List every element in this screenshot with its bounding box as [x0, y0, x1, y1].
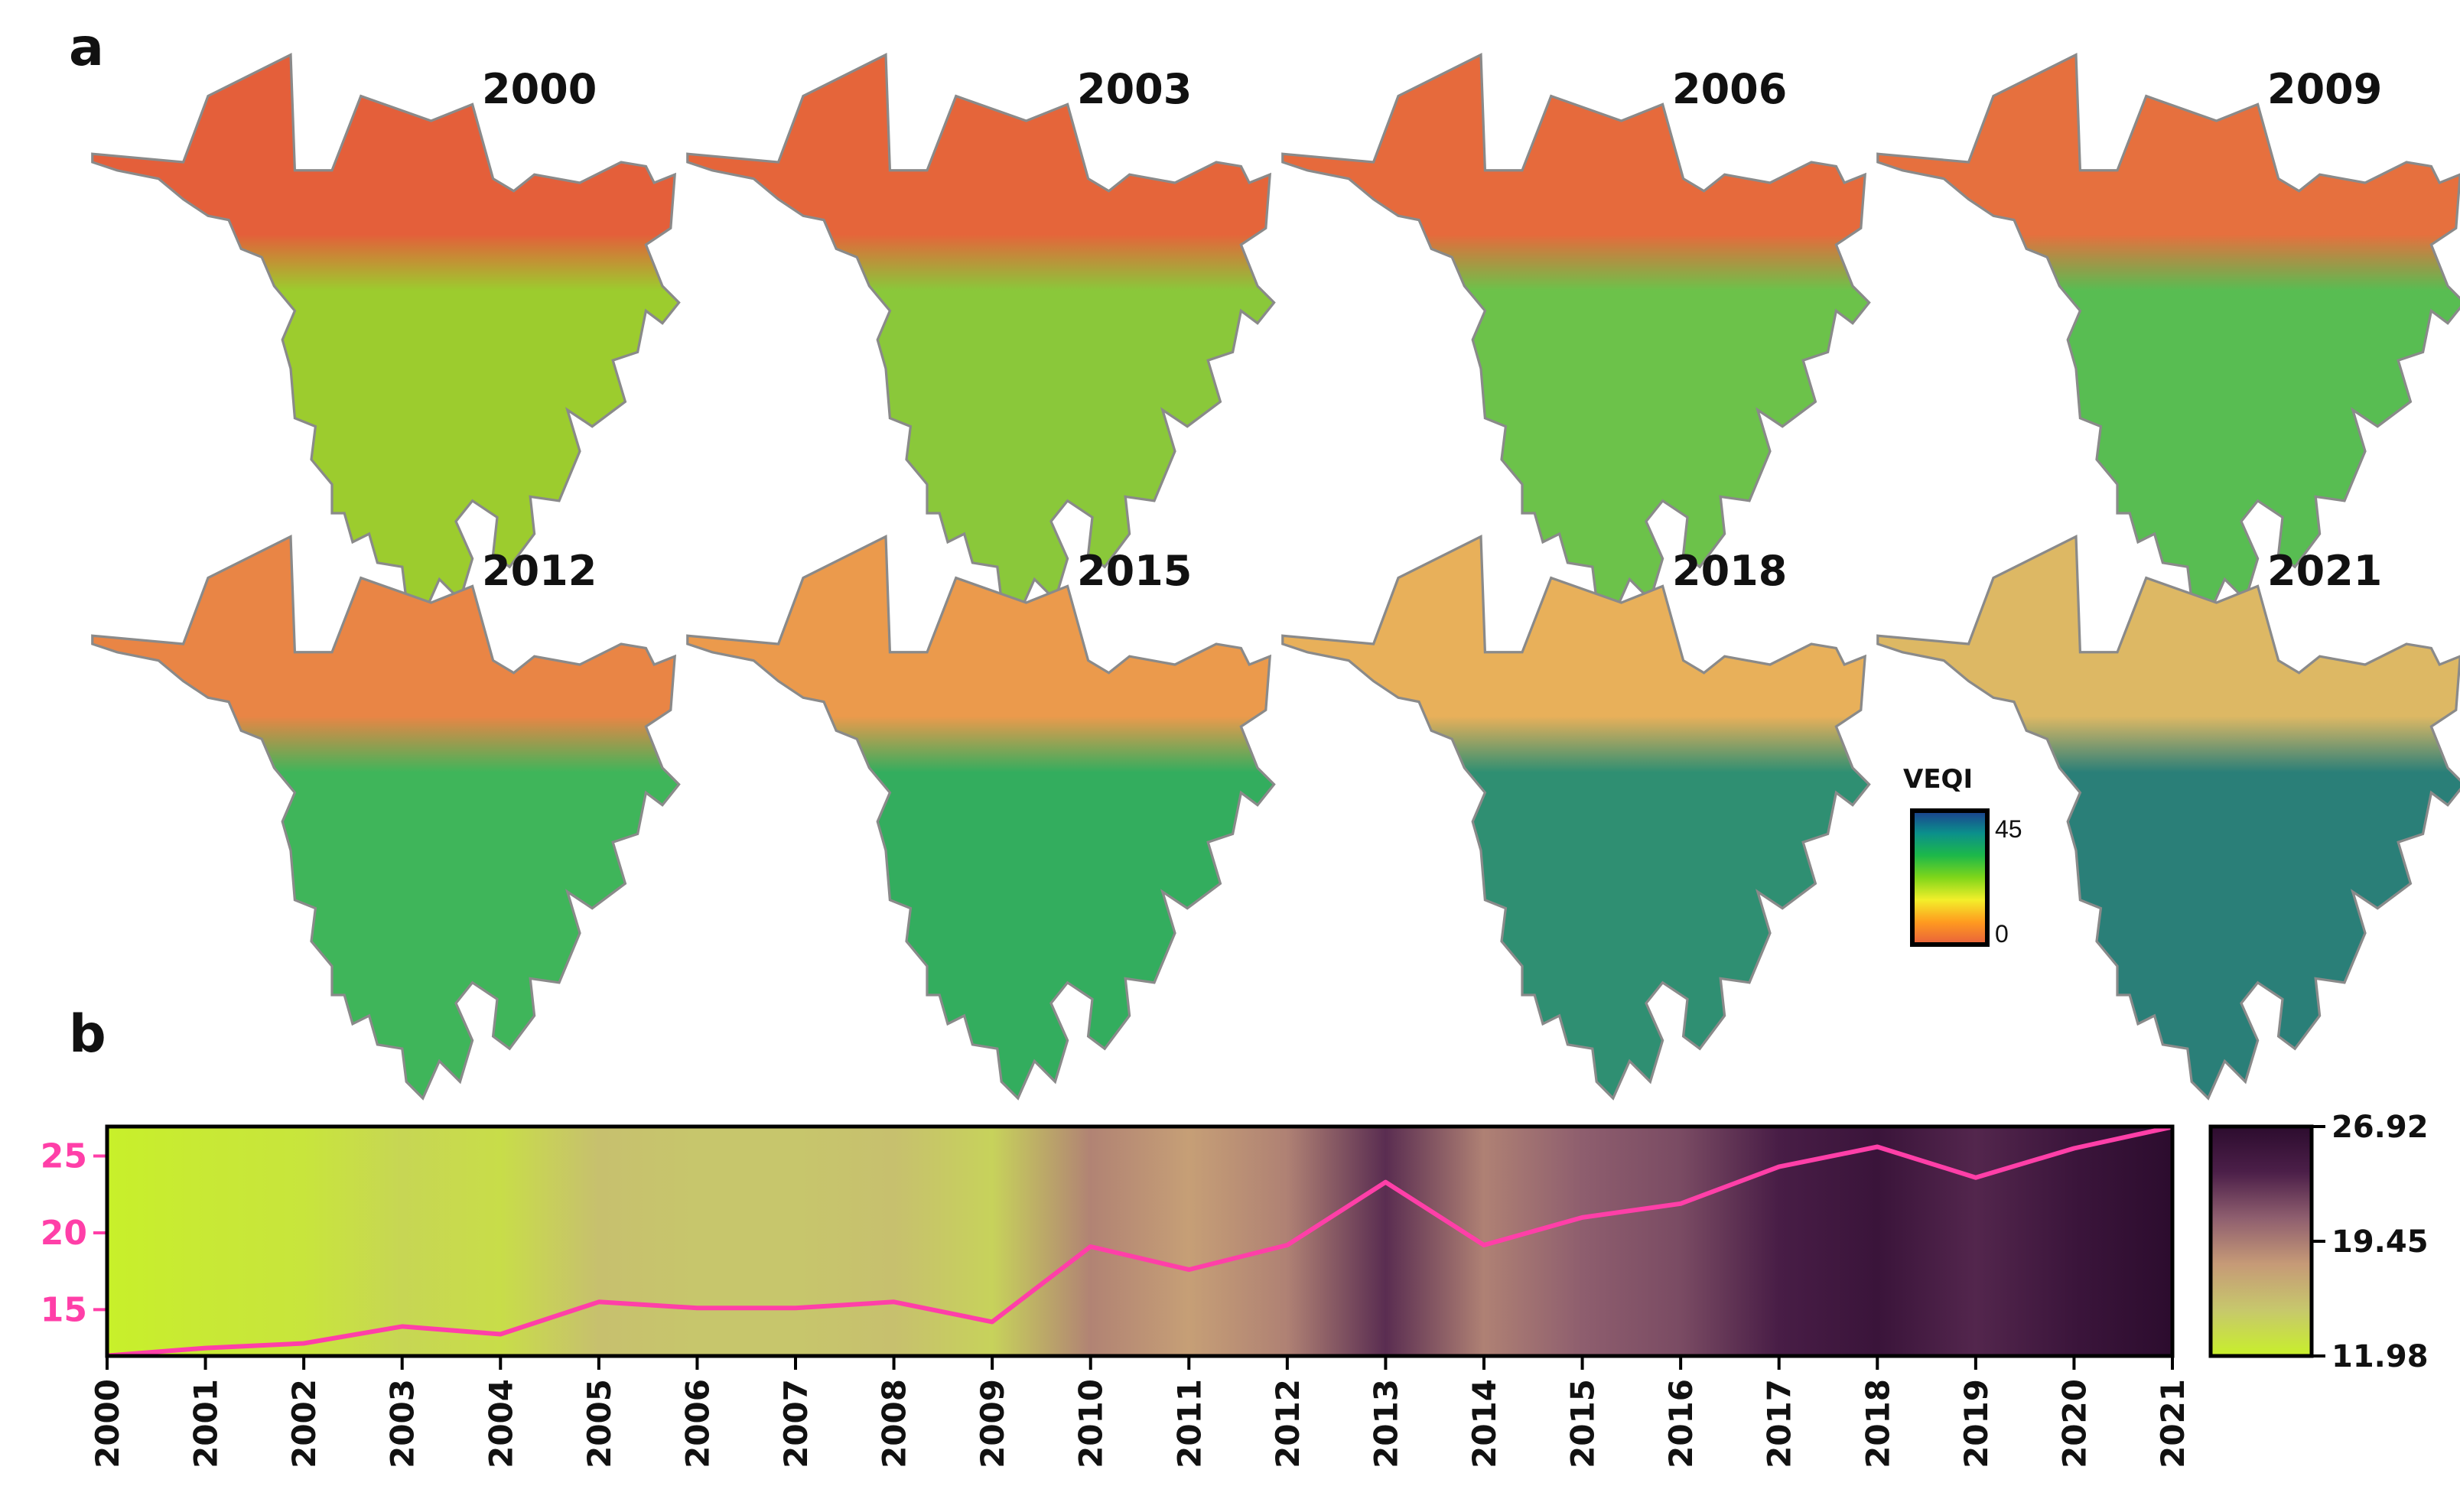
map-year-label: 2006 — [1672, 65, 1787, 113]
x-tick-label: 2013 — [1367, 1379, 1404, 1468]
map-year-label: 2021 — [2267, 547, 2382, 595]
x-tick-label: 2021 — [2154, 1379, 2192, 1468]
x-tick-label: 2011 — [1170, 1379, 1208, 1468]
map-year-label: 2012 — [482, 547, 597, 595]
legend-color-bar — [1910, 808, 1990, 947]
panel-b-label: b — [69, 1004, 106, 1065]
x-tick-label: 2012 — [1269, 1379, 1306, 1468]
map-grid: 2000 2003 2006 2009 2012 2015 2018 2021 — [91, 53, 2460, 1100]
map-region-2003 — [686, 53, 1276, 618]
y-tick-label: 25 — [41, 1137, 87, 1176]
y-tick-label: 20 — [41, 1214, 87, 1253]
map-2003 — [686, 53, 1276, 618]
heatmap-background — [107, 1127, 2172, 1356]
x-tick-label: 2002 — [285, 1379, 323, 1468]
x-tick-label: 2003 — [384, 1379, 421, 1468]
map-2009 — [1876, 53, 2460, 618]
map-year-label: 2018 — [1672, 547, 1787, 595]
x-tick-label: 2007 — [777, 1379, 815, 1468]
x-tick-label: 2019 — [1957, 1379, 1995, 1468]
x-tick-label: 2000 — [89, 1379, 126, 1468]
x-tick-label: 2001 — [187, 1379, 225, 1468]
map-region-2012 — [91, 535, 681, 1100]
map-region-2000 — [91, 53, 681, 618]
veqi-legend: VEQI 45 0 — [1903, 764, 2022, 948]
colorbar-ticks: 26.92 19.45 11.98 — [2312, 1110, 2429, 1374]
map-2012 — [91, 535, 681, 1100]
map-region-2009 — [1876, 53, 2460, 618]
plot-frame — [105, 1124, 2175, 1358]
map-2006 — [1281, 53, 1871, 618]
map-region-2018 — [1281, 535, 1871, 1100]
x-tick-label: 2015 — [1564, 1379, 1602, 1468]
x-tick-label: 2006 — [678, 1379, 716, 1468]
colorbar — [2208, 1124, 2314, 1358]
x-tick-label: 2017 — [1761, 1379, 1798, 1468]
legend-title: VEQI — [1903, 764, 1973, 795]
map-2018 — [1281, 535, 1871, 1100]
map-2000 — [91, 53, 681, 618]
x-tick-label: 2005 — [581, 1379, 618, 1468]
map-year-label: 2003 — [1077, 65, 1192, 113]
x-tick-label: 2009 — [974, 1379, 1011, 1468]
veqi-series-line — [106, 1124, 2173, 1358]
colorbar-tick-label: 11.98 — [2331, 1339, 2429, 1374]
legend-min-label: 0 — [1995, 920, 2009, 948]
y-tick-label: 15 — [41, 1290, 87, 1329]
x-tick-label: 2016 — [1662, 1379, 1700, 1468]
x-tick-label: 2008 — [876, 1379, 913, 1468]
map-year-label: 2009 — [2267, 65, 2382, 113]
colorbar-tick-label: 26.92 — [2331, 1110, 2429, 1145]
map-year-label: 2015 — [1077, 547, 1192, 595]
x-tick-label: 2014 — [1466, 1379, 1503, 1468]
map-region-2015 — [686, 535, 1276, 1100]
map-2015 — [686, 535, 1276, 1100]
panel-a-label: a — [69, 18, 104, 78]
map-year-label: 2000 — [482, 65, 597, 113]
x-tick-label: 2020 — [2055, 1379, 2093, 1468]
map-region-2006 — [1281, 53, 1871, 618]
x-tick-label: 2018 — [1859, 1379, 1896, 1468]
y-axis: 25 20 15 — [41, 1137, 107, 1329]
legend-max-label: 45 — [1995, 815, 2022, 843]
x-tick-label: 2004 — [482, 1379, 519, 1468]
x-axis: 2000 2001 2002 2003 2004 2005 2006 2007 2008 2009… — [89, 1356, 2192, 1468]
colorbar-tick-label: 19.45 — [2331, 1224, 2429, 1260]
x-tick-label: 2010 — [1072, 1379, 1110, 1468]
